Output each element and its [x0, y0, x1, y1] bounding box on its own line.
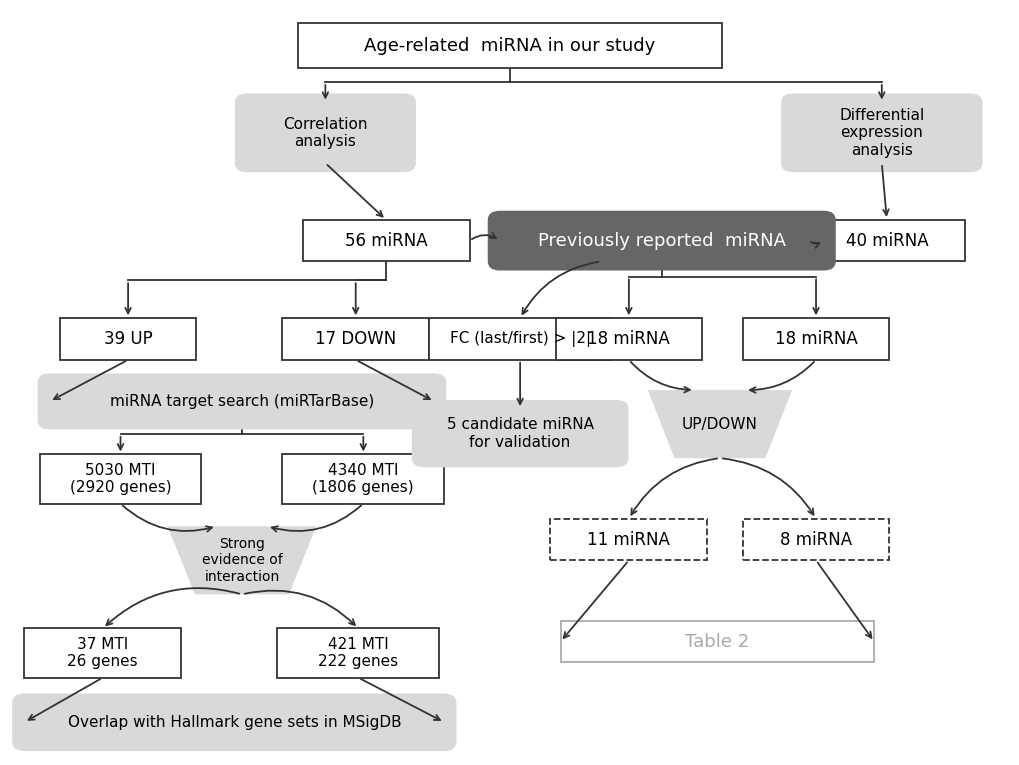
- Text: 18 miRNA: 18 miRNA: [587, 330, 669, 348]
- Text: 5030 MTI
(2920 genes): 5030 MTI (2920 genes): [69, 463, 171, 495]
- Text: Correlation
analysis: Correlation analysis: [283, 116, 367, 149]
- Text: 11 miRNA: 11 miRNA: [587, 530, 669, 549]
- FancyBboxPatch shape: [303, 220, 469, 262]
- Polygon shape: [647, 390, 792, 458]
- Text: 17 DOWN: 17 DOWN: [315, 330, 396, 348]
- FancyBboxPatch shape: [12, 694, 455, 751]
- FancyBboxPatch shape: [742, 318, 889, 360]
- FancyBboxPatch shape: [234, 93, 416, 172]
- FancyBboxPatch shape: [808, 220, 964, 262]
- FancyBboxPatch shape: [282, 454, 444, 503]
- Text: 40 miRNA: 40 miRNA: [845, 232, 927, 249]
- Text: Previously reported  miRNA: Previously reported miRNA: [537, 232, 785, 249]
- FancyBboxPatch shape: [298, 23, 721, 69]
- FancyBboxPatch shape: [560, 621, 873, 662]
- FancyBboxPatch shape: [429, 318, 610, 360]
- FancyBboxPatch shape: [412, 400, 628, 467]
- FancyBboxPatch shape: [282, 318, 429, 360]
- FancyBboxPatch shape: [742, 519, 889, 560]
- Text: 421 MTI
222 genes: 421 MTI 222 genes: [318, 636, 398, 669]
- Text: Differential
expression
analysis: Differential expression analysis: [839, 108, 923, 158]
- Text: FC (last/first) > |2|: FC (last/first) > |2|: [449, 331, 590, 347]
- FancyBboxPatch shape: [487, 210, 835, 271]
- FancyBboxPatch shape: [40, 454, 201, 503]
- Text: 37 MTI
26 genes: 37 MTI 26 genes: [67, 636, 138, 669]
- Text: Table 2: Table 2: [685, 633, 749, 651]
- FancyBboxPatch shape: [38, 373, 446, 429]
- Text: Age-related  miRNA in our study: Age-related miRNA in our study: [364, 37, 655, 55]
- Text: 39 UP: 39 UP: [104, 330, 152, 348]
- Text: UP/DOWN: UP/DOWN: [682, 417, 757, 431]
- FancyBboxPatch shape: [277, 628, 439, 678]
- FancyBboxPatch shape: [781, 93, 981, 172]
- Text: 4340 MTI
(1806 genes): 4340 MTI (1806 genes): [312, 463, 414, 495]
- Text: Overlap with Hallmark gene sets in MSigDB: Overlap with Hallmark gene sets in MSigD…: [67, 715, 400, 730]
- FancyBboxPatch shape: [60, 318, 197, 360]
- Polygon shape: [167, 526, 316, 594]
- Text: miRNA target search (miRTarBase): miRNA target search (miRTarBase): [110, 394, 374, 409]
- Text: 5 candidate miRNA
for validation: 5 candidate miRNA for validation: [446, 418, 593, 450]
- Text: Strong
evidence of
interaction: Strong evidence of interaction: [202, 537, 282, 584]
- FancyBboxPatch shape: [24, 628, 181, 678]
- Text: 56 miRNA: 56 miRNA: [344, 232, 427, 249]
- FancyBboxPatch shape: [550, 519, 706, 560]
- Text: 18 miRNA: 18 miRNA: [773, 330, 857, 348]
- FancyBboxPatch shape: [555, 318, 701, 360]
- Text: 8 miRNA: 8 miRNA: [780, 530, 851, 549]
